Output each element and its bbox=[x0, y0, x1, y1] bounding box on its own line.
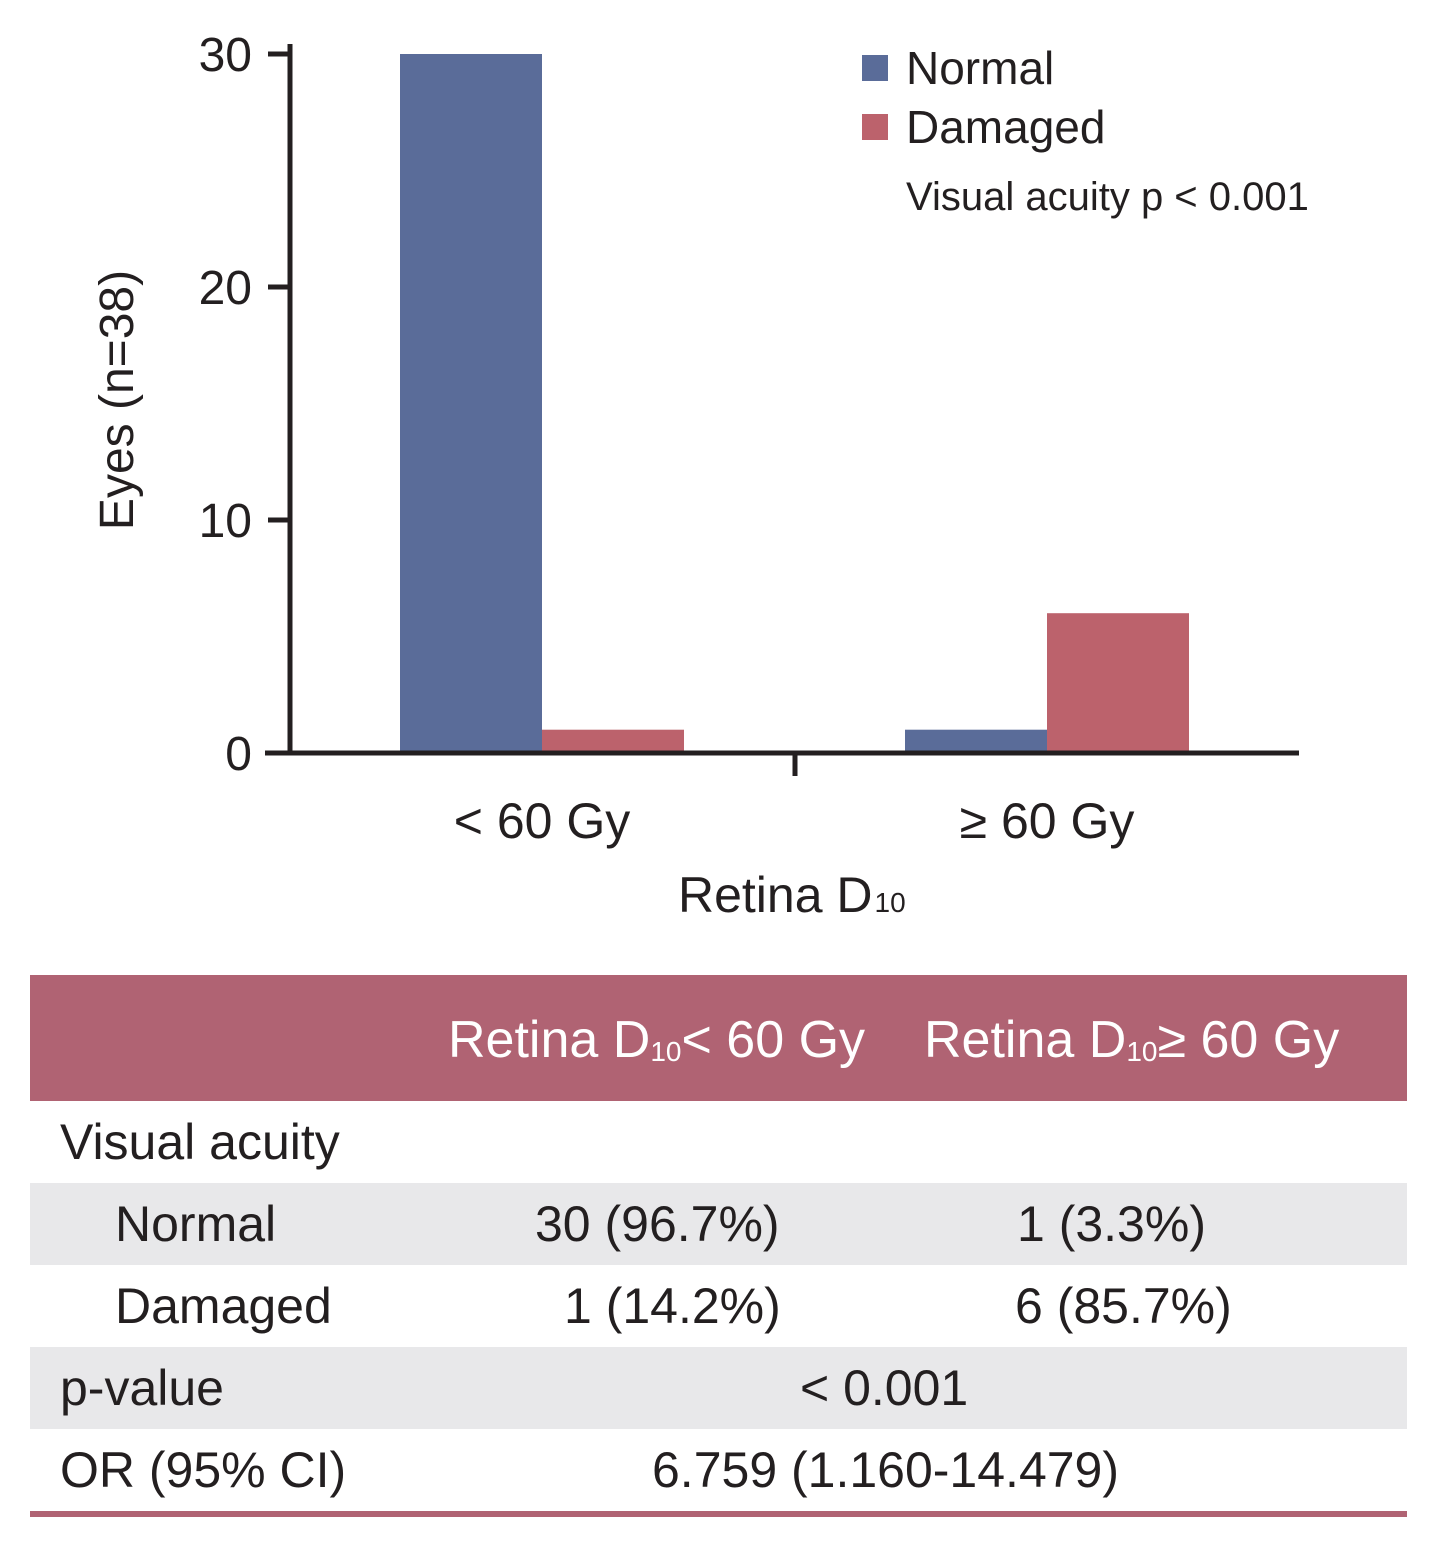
table-header: Retina D10< 60 Gy Retina D10≥ 60 Gy bbox=[30, 975, 1407, 1101]
cell-normal-ge60: 1 (3.3%) bbox=[1017, 1196, 1206, 1252]
table-bottom-rule bbox=[30, 1511, 1407, 1517]
row-label-normal: Normal bbox=[115, 1196, 277, 1252]
bar-chart: 0 10 20 30 < 60 Gy ≥ 60 Gy Eyes (n=38) Retin… bbox=[91, 29, 1309, 923]
y-tick-label-30: 30 bbox=[199, 29, 252, 82]
section-label: Visual acuity bbox=[60, 1114, 340, 1170]
x-category-label-0: < 60 Gy bbox=[454, 793, 631, 849]
table-row-section: Visual acuity bbox=[30, 1101, 1407, 1183]
x-axis-label-main: Retina D bbox=[678, 867, 873, 923]
legend: Normal Damaged Visual acuity p < 0.001 bbox=[862, 42, 1309, 219]
bar-damaged-0 bbox=[542, 729, 684, 753]
y-tick-label-20: 20 bbox=[199, 262, 252, 315]
cell-damaged-lt60: 1 (14.2%) bbox=[564, 1278, 781, 1334]
cell-normal-lt60: 30 (96.7%) bbox=[535, 1196, 780, 1252]
table-row-damaged: Damaged 1 (14.2%) 6 (85.7%) bbox=[30, 1265, 1407, 1347]
row-label-pvalue: p-value bbox=[60, 1360, 224, 1416]
row-label-damaged: Damaged bbox=[115, 1278, 332, 1334]
row-label-or: OR (95% CI) bbox=[60, 1442, 347, 1498]
table-row-pvalue: p-value < 0.001 bbox=[30, 1347, 1407, 1429]
x-axis-label: Retina D10 bbox=[678, 867, 906, 923]
cell-pvalue: < 0.001 bbox=[800, 1360, 969, 1416]
legend-swatch-damaged bbox=[862, 114, 888, 140]
x-category-label-1: ≥ 60 Gy bbox=[960, 793, 1135, 849]
y-tick-label-0: 0 bbox=[225, 728, 252, 781]
x-axis-label-subscript: 10 bbox=[875, 887, 906, 918]
cell-or: 6.759 (1.160-14.479) bbox=[652, 1442, 1120, 1498]
bar-damaged-1 bbox=[1047, 613, 1189, 753]
chart-annotation-pvalue: Visual acuity p < 0.001 bbox=[906, 175, 1309, 219]
bar-normal-1 bbox=[905, 729, 1047, 753]
y-tick-label-10: 10 bbox=[199, 495, 252, 548]
bar-normal-0 bbox=[400, 54, 542, 753]
results-table: Retina D10< 60 Gy Retina D10≥ 60 Gy Visu… bbox=[30, 975, 1407, 1517]
header-col-ge60: Retina D10≥ 60 Gy bbox=[924, 1011, 1340, 1069]
table-row-normal: Normal 30 (96.7%) 1 (3.3%) bbox=[30, 1183, 1407, 1265]
cell-damaged-ge60: 6 (85.7%) bbox=[1015, 1278, 1232, 1334]
y-axis-label: Eyes (n=38) bbox=[91, 270, 144, 530]
table-row-or: OR (95% CI) 6.759 (1.160-14.479) bbox=[30, 1429, 1407, 1511]
legend-label-normal: Normal bbox=[906, 42, 1054, 94]
legend-label-damaged: Damaged bbox=[906, 101, 1105, 153]
legend-swatch-normal bbox=[862, 55, 888, 81]
header-col-lt60: Retina D10< 60 Gy bbox=[448, 1011, 866, 1069]
